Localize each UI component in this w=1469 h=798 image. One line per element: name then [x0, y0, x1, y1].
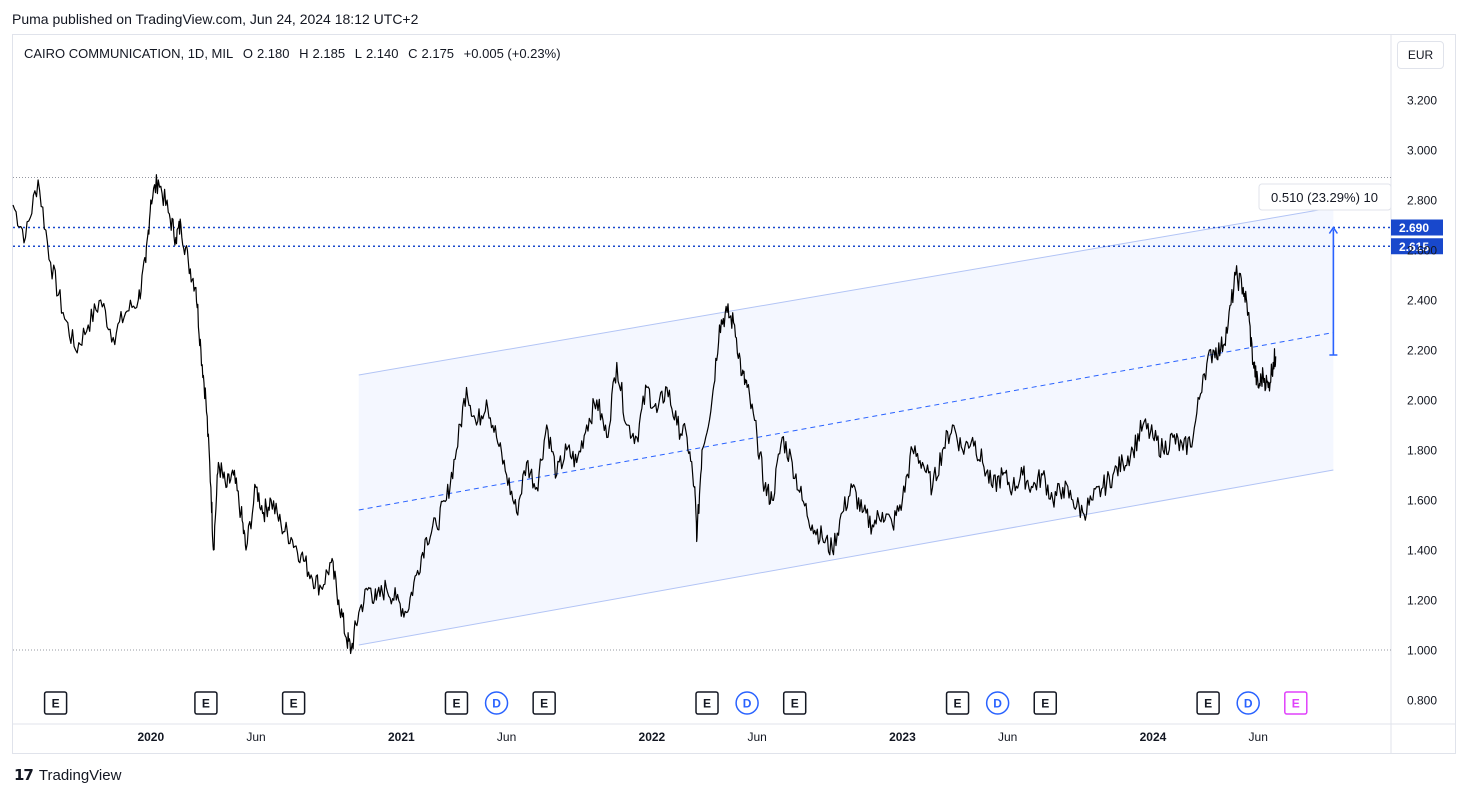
- earnings-event-icon: [695, 691, 719, 715]
- price-level-tag: [1391, 219, 1443, 236]
- earnings-event-label: E: [954, 697, 962, 711]
- tradingview-brand: TradingView: [38, 766, 122, 784]
- earnings-event-icon: [43, 691, 68, 715]
- x-tick-label: 2022: [639, 730, 666, 744]
- y-tick-label: 2.400: [1407, 294, 1437, 308]
- close-label: C: [408, 46, 418, 61]
- price-series-line: [12, 174, 1277, 655]
- earnings-event-label: E: [202, 697, 210, 711]
- dividend-event-icon: [484, 691, 509, 715]
- x-tick-label: Jun: [747, 730, 766, 744]
- earnings-event-label: E: [1204, 697, 1212, 711]
- earnings-event-icon: [532, 691, 556, 715]
- earnings-event-label: E: [52, 697, 60, 711]
- measure-arrowhead-icon: [1328, 226, 1338, 234]
- y-tick-label: 1.400: [1407, 544, 1437, 558]
- tradingview-logo-icon: 𝟭𝟳: [14, 767, 34, 784]
- y-tick-label: 2.800: [1407, 194, 1437, 208]
- x-tick-label: Jun: [497, 730, 516, 744]
- earnings-event-label: E: [452, 697, 460, 711]
- price-level-label: 2.615: [1399, 240, 1429, 254]
- y-tick-label: 1.600: [1407, 494, 1437, 508]
- earnings-event-icon: [782, 691, 807, 715]
- y-tick-label: 1.800: [1407, 444, 1437, 458]
- channel-upper-line: [358, 207, 1334, 376]
- chart-frame: [12, 34, 1456, 754]
- x-tick-label: 2021: [388, 730, 415, 744]
- x-tick-label: Jun: [246, 730, 265, 744]
- earnings-event-icon: [1284, 691, 1308, 715]
- dividend-event-label: D: [1244, 697, 1253, 711]
- x-tick-label: 2023: [889, 730, 916, 744]
- y-tick-label: 1.200: [1407, 594, 1437, 608]
- earnings-event-label: E: [1292, 697, 1300, 711]
- open-value: 2.180: [256, 46, 290, 61]
- open-label: O: [242, 46, 253, 61]
- high-value: 2.185: [312, 46, 346, 61]
- high-label: H: [299, 46, 309, 61]
- channel-fill: [358, 207, 1334, 645]
- x-tick-label: 2024: [1140, 730, 1167, 744]
- x-tick-label: Jun: [998, 730, 1017, 744]
- dividend-event-icon: [1236, 691, 1260, 715]
- change-value: +0.005 (+0.23%): [463, 46, 561, 61]
- measure-label: 0.510 (23.29%) 10: [1271, 190, 1378, 205]
- publish-bar: Puma published on TradingView.com, Jun 2…: [0, 0, 1469, 34]
- y-tick-label: 2.200: [1407, 344, 1437, 358]
- earnings-event-label: E: [791, 697, 799, 711]
- channel-lower-line: [358, 469, 1334, 646]
- x-tick-label: 2020: [137, 730, 164, 744]
- earnings-event-label: E: [290, 697, 298, 711]
- earnings-event-icon: [1033, 691, 1057, 715]
- y-tick-label: 1.000: [1407, 644, 1437, 658]
- tradingview-logo[interactable]: 𝟭𝟳 TradingView: [14, 766, 122, 785]
- y-tick-label: 2.000: [1407, 394, 1437, 408]
- x-tick-label: Jun: [1249, 730, 1268, 744]
- y-tick-label: 3.000: [1407, 144, 1437, 158]
- earnings-event-label: E: [540, 697, 548, 711]
- measure-label-box: [1258, 183, 1392, 211]
- symbol-name: CAIRO COMMUNICATION, 1D, MIL: [24, 46, 234, 61]
- earnings-event-icon: [281, 691, 306, 715]
- low-label: L: [354, 46, 362, 61]
- y-tick-label: 3.200: [1407, 94, 1437, 108]
- currency-button[interactable]: EUR: [1397, 41, 1444, 69]
- y-tick-label: 0.800: [1407, 694, 1437, 708]
- y-tick-label: 2.600: [1407, 244, 1437, 258]
- earnings-event-label: E: [703, 697, 711, 711]
- dividend-event-label: D: [993, 697, 1002, 711]
- earnings-event-icon: [1196, 691, 1220, 715]
- symbol-legend: CAIRO COMMUNICATION, 1D, MIL O 2.180 H 2.1…: [24, 46, 565, 61]
- close-value: 2.175: [421, 46, 455, 61]
- earnings-event-icon: [194, 691, 218, 715]
- channel-median-line: [358, 332, 1334, 511]
- price-level-tag: [1391, 238, 1443, 255]
- dividend-event-icon: [985, 691, 1010, 715]
- earnings-event-label: E: [1041, 697, 1049, 711]
- dividend-event-label: D: [743, 697, 752, 711]
- dividend-event-icon: [735, 691, 759, 715]
- earnings-event-icon: [945, 691, 970, 715]
- earnings-event-icon: [444, 691, 469, 715]
- low-value: 2.140: [365, 46, 399, 61]
- dividend-event-label: D: [492, 697, 501, 711]
- publish-info: Puma published on TradingView.com, Jun 2…: [12, 11, 419, 27]
- price-level-label: 2.690: [1399, 221, 1429, 235]
